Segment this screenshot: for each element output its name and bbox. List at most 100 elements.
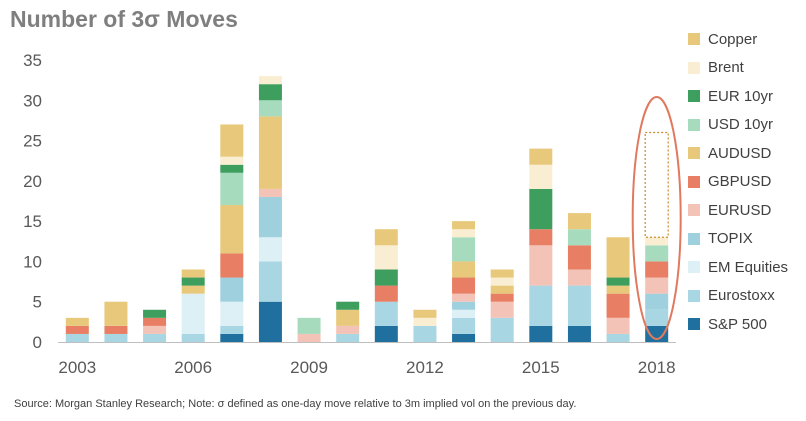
bar-segment [452, 237, 476, 262]
bar-segment [374, 229, 398, 246]
bar-segment [181, 293, 205, 334]
x-tick-label: 2015 [522, 358, 560, 377]
y-tick-label: 5 [33, 293, 42, 312]
legend-item: Eurostoxx [688, 282, 788, 311]
bar-segment [336, 309, 360, 326]
legend-item: TOPIX [688, 225, 788, 254]
bar-segment [258, 196, 282, 238]
x-tick-label: 2018 [638, 358, 676, 377]
bar-segment [529, 148, 553, 165]
legend-label: TOPIX [708, 230, 753, 248]
bar-segment [181, 269, 205, 278]
bar-segment [220, 156, 244, 165]
legend-item: Brent [688, 54, 788, 83]
bar-segment [297, 317, 321, 334]
bar-segment [220, 301, 244, 326]
bar-segment [490, 301, 514, 318]
bar-segment [452, 221, 476, 230]
bar-segment [606, 285, 630, 294]
bar-segment [258, 261, 282, 302]
x-tick-label: 2006 [174, 358, 212, 377]
legend-swatch [688, 90, 700, 103]
bar-segment [645, 293, 669, 310]
bar-segment [606, 277, 630, 286]
bar-segment [645, 237, 669, 246]
bar-segment [645, 325, 669, 342]
bar-segment [220, 277, 244, 302]
bar-segment [490, 269, 514, 278]
legend-swatch [688, 147, 700, 160]
legend-swatch [688, 289, 700, 302]
bar-segment [220, 333, 244, 342]
legend-label: GBPUSD [708, 173, 772, 191]
bar-segment [220, 253, 244, 278]
bar-segment [413, 317, 437, 326]
bar-segment [452, 317, 476, 334]
bar-segment [567, 325, 591, 342]
bar-segment [645, 261, 669, 278]
legend-swatch [688, 261, 700, 274]
bar-segment [490, 277, 514, 286]
legend-swatch [688, 232, 700, 245]
legend-label: S&P 500 [708, 315, 767, 333]
y-tick-label: 25 [23, 132, 42, 151]
bar-segment [452, 301, 476, 310]
bar-segment [143, 325, 167, 334]
bar-segment [490, 317, 514, 342]
y-tick-label: 10 [23, 252, 42, 271]
legend-label: Brent [708, 59, 744, 77]
legend-swatch [688, 175, 700, 188]
legend-label: USD 10yr [708, 116, 774, 134]
bar-segment [645, 277, 669, 294]
bar-segment [452, 333, 476, 342]
legend-item: EURUSD [688, 196, 788, 225]
bar-segment [452, 309, 476, 318]
legend-item: USD 10yr [688, 111, 788, 140]
bar-segment [258, 116, 282, 189]
bar-segment [220, 124, 244, 157]
bar-segment [452, 277, 476, 294]
bar-segment [529, 188, 553, 230]
y-tick-label: 20 [23, 172, 42, 191]
bar-segment [220, 325, 244, 334]
bar-segment [567, 269, 591, 286]
chart-legend: Copper Brent EUR 10yr USD 10yr AUDUSD GBPUSD E… [688, 25, 788, 339]
legend-label: EUR 10yr [708, 87, 774, 105]
bar-segment [567, 245, 591, 270]
bar-segment [220, 172, 244, 206]
bar-segment [374, 301, 398, 326]
legend-swatch [688, 204, 700, 217]
x-tick-label: 2003 [58, 358, 96, 377]
y-tick-label: 30 [23, 91, 42, 110]
bar-segment [606, 317, 630, 334]
bar-segment [374, 245, 398, 270]
legend-swatch [688, 33, 700, 46]
bar-segment [529, 285, 553, 326]
legend-swatch [688, 118, 700, 131]
bar-segment [65, 325, 89, 334]
bar-segment [413, 325, 437, 342]
legend-label: AUDUSD [708, 144, 772, 162]
chart-title: Number of 3σ Moves [10, 6, 238, 32]
bar-segment [220, 164, 244, 173]
bar-segment [258, 100, 282, 117]
bar-segment [65, 333, 89, 342]
legend-item: Copper [688, 25, 788, 54]
bar-segment [336, 333, 360, 342]
legend-item: EM Equities [688, 253, 788, 282]
legend-label: EURUSD [708, 201, 772, 219]
bar-segment [374, 269, 398, 286]
stacked-bar-chart: 0 5 10 15 20 25 30 35 2003 2006 2009 2012 2015 2018 [23, 51, 682, 377]
y-tick-label: 35 [23, 51, 42, 70]
bar-segment [529, 229, 553, 246]
bar-segment [645, 245, 669, 262]
bar-segment [452, 261, 476, 278]
bar-segment [220, 205, 244, 254]
bar-segment [645, 309, 669, 326]
bar-segment [606, 237, 630, 278]
bar-segment [181, 333, 205, 342]
bar-segment [529, 245, 553, 286]
bar-segment [490, 285, 514, 294]
source-note: Source: Morgan Stanley Research; Note: σ… [14, 398, 577, 410]
bar-segment [529, 164, 553, 189]
